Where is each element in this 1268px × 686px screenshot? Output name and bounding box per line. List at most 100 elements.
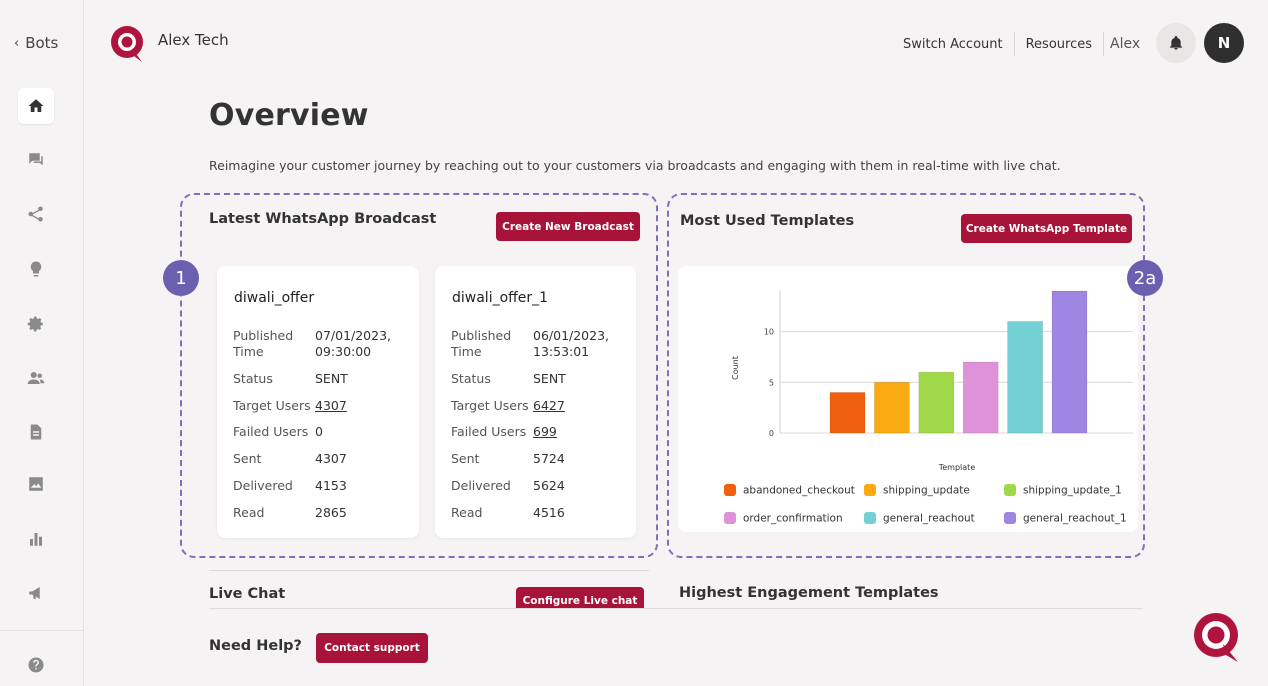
read-label: Read — [233, 505, 265, 520]
back-to-bots-link[interactable]: ‹ Bots — [14, 34, 58, 52]
live-chat-title: Live Chat — [209, 586, 286, 602]
sidebar: ‹ Bots — [0, 0, 84, 686]
flow-icon[interactable] — [18, 196, 54, 232]
target-users-label: Target Users — [451, 398, 529, 413]
templates-section-outline — [667, 193, 1145, 558]
published-time-value: 07/01/2023, 09:30:00 — [315, 328, 392, 359]
broadcast-card[interactable]: diwali_offer Published Time 07/01/2023, 0… — [217, 266, 419, 538]
read-value: 2865 — [315, 505, 347, 520]
bar-order_confirmation — [962, 361, 999, 434]
highest-engagement-title: Highest Engagement Templates — [679, 585, 939, 601]
chat-icon[interactable] — [18, 142, 54, 178]
published-time-label: Published Time — [233, 328, 294, 359]
bell-icon — [1170, 36, 1182, 50]
settings-icon[interactable] — [18, 306, 54, 342]
chat-widget-button[interactable] — [1192, 612, 1242, 664]
bulb-icon[interactable] — [18, 251, 54, 287]
help-icon[interactable] — [18, 647, 54, 683]
users-icon[interactable] — [18, 360, 54, 396]
bar-shipping_update — [874, 381, 910, 434]
target-users-link[interactable]: 6427 — [533, 398, 565, 413]
page-title: Overview — [209, 98, 369, 133]
avatar[interactable]: N — [1204, 23, 1244, 63]
failed-users-link[interactable]: 699 — [533, 424, 557, 439]
y-axis-label: Count — [731, 356, 740, 380]
broadcast-title: Latest WhatsApp Broadcast — [209, 211, 437, 227]
divider — [209, 570, 649, 571]
switch-account-link[interactable]: Switch Account — [892, 32, 1015, 56]
bar-chart: 0 5 10 Count Template abandoned_checkout shipp… — [724, 290, 1133, 525]
notification-button[interactable] — [1156, 23, 1196, 63]
create-whatsapp-template-button[interactable]: Create WhatsApp Template — [961, 214, 1132, 243]
read-label: Read — [451, 505, 483, 520]
target-users-link[interactable]: 4307 — [315, 398, 347, 413]
home-icon[interactable] — [18, 88, 54, 124]
bar-chart-icon[interactable] — [18, 521, 54, 557]
page-subtitle: Reimagine your customer journey by reach… — [209, 158, 1061, 173]
delivered-label: Delivered — [451, 478, 511, 493]
sent-value: 5724 — [533, 451, 565, 466]
legend-swatch — [1004, 484, 1016, 496]
legend-swatch — [1004, 512, 1016, 524]
failed-users-value: 0 — [315, 424, 323, 439]
status-value: SENT — [533, 371, 566, 386]
sidebar-divider — [0, 630, 84, 631]
configure-live-chat-button[interactable]: Configure Live chat — [516, 587, 644, 609]
document-icon[interactable] — [18, 414, 54, 450]
y-tick-label: 5 — [769, 378, 774, 387]
bar-general_reachout_1 — [1051, 290, 1088, 434]
annotation-badge-2a: 2a — [1127, 260, 1163, 296]
broadcast-section-outline — [180, 193, 658, 558]
divider — [209, 608, 1143, 609]
broadcast-name: diwali_offer — [234, 290, 315, 306]
target-users-label: Target Users — [233, 398, 311, 413]
legend-label: shipping_update — [883, 485, 970, 497]
create-new-broadcast-button[interactable]: Create New Broadcast — [496, 212, 640, 241]
legend-label: general_reachout — [883, 513, 975, 525]
sent-value: 4307 — [315, 451, 347, 466]
legend-label: order_confirmation — [743, 513, 843, 525]
sent-label: Sent — [233, 451, 262, 466]
failed-users-label: Failed Users — [451, 424, 527, 439]
status-value: SENT — [315, 371, 348, 386]
need-help-title: Need Help? — [209, 638, 302, 654]
legend-label: shipping_update_1 — [1023, 485, 1122, 497]
y-tick-label: 10 — [764, 328, 774, 337]
failed-users-label: Failed Users — [233, 424, 309, 439]
image-icon[interactable] — [18, 466, 54, 502]
brand-name: Alex Tech — [158, 31, 229, 49]
chevron-left-icon: ‹ — [14, 35, 20, 51]
delivered-value: 5624 — [533, 478, 565, 493]
bar-general_reachout — [1007, 321, 1043, 434]
y-tick-label: 0 — [769, 429, 774, 438]
bar-shipping_update_1 — [918, 371, 955, 434]
x-axis-label: Template — [938, 463, 976, 472]
top-nav: Switch Account Resources Alex — [892, 32, 1268, 56]
legend-swatch — [864, 512, 876, 524]
sent-label: Sent — [451, 451, 480, 466]
brand-logo — [111, 26, 143, 62]
resources-link[interactable]: Resources — [1015, 32, 1104, 56]
contact-support-button[interactable]: Contact support — [316, 633, 428, 663]
back-label: Bots — [25, 34, 59, 52]
bar-abandoned_checkout — [829, 392, 866, 434]
status-label: Status — [451, 371, 491, 386]
megaphone-icon[interactable] — [18, 575, 54, 611]
delivered-value: 4153 — [315, 478, 347, 493]
legend-label: general_reachout_1 — [1023, 513, 1127, 525]
legend-swatch — [864, 484, 876, 496]
templates-title: Most Used Templates — [680, 213, 855, 229]
legend-label: abandoned_checkout — [743, 485, 855, 497]
published-time-value: 06/01/2023, 13:53:01 — [533, 328, 610, 359]
delivered-label: Delivered — [233, 478, 293, 493]
legend-swatch — [724, 484, 736, 496]
user-name: Alex — [1110, 36, 1141, 52]
broadcast-card[interactable]: diwali_offer_1 Published Time 06/01/2023,… — [435, 266, 636, 538]
legend-swatch — [724, 512, 736, 524]
published-time-label: Published Time — [451, 328, 512, 359]
read-value: 4516 — [533, 505, 565, 520]
most-used-templates-chart: 0 5 10 Count Template abandoned_checkout shipp… — [678, 266, 1138, 532]
status-label: Status — [233, 371, 273, 386]
annotation-badge-1: 1 — [163, 260, 199, 296]
broadcast-name: diwali_offer_1 — [452, 290, 549, 306]
